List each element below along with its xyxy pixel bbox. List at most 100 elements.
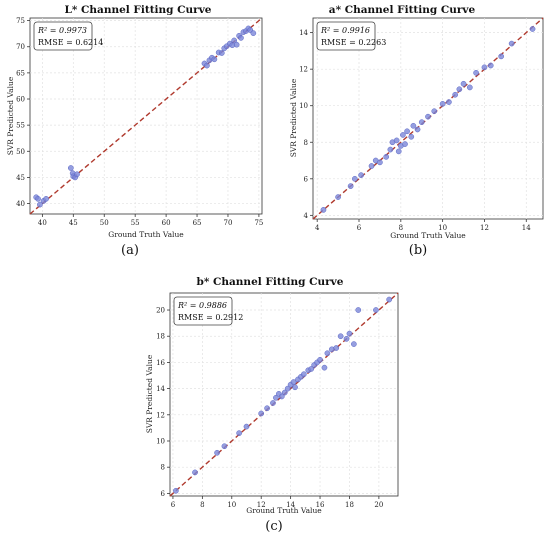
y-tick-label: 40 <box>16 200 25 208</box>
data-point <box>400 132 406 138</box>
data-point <box>386 296 393 303</box>
panel-b-marks <box>310 17 544 222</box>
y-tick-label: 50 <box>16 148 25 156</box>
panel-a-r2: R² = 0.9973 <box>37 26 87 35</box>
data-point <box>335 194 341 200</box>
data-point <box>456 86 463 93</box>
data-point <box>351 175 358 182</box>
data-point <box>292 384 298 391</box>
panel-c-rmse: RMSE = 0.2912 <box>178 313 243 322</box>
data-point <box>236 430 242 436</box>
x-tick-label: 40 <box>38 219 47 227</box>
data-point <box>231 37 238 44</box>
y-tick-label: 14 <box>156 385 165 393</box>
y-tick-label: 10 <box>299 102 308 110</box>
data-point <box>347 183 354 189</box>
panel-b: a* Channel Fitting Curve Ground Truth Va… <box>289 4 544 258</box>
y-tick-label: 6 <box>304 175 309 183</box>
data-point <box>460 80 467 87</box>
y-tick-label: 14 <box>299 29 308 37</box>
data-point <box>529 26 536 32</box>
x-tick-label: 6 <box>171 501 176 509</box>
data-point <box>284 385 291 392</box>
panel-b-rmse: RMSE = 0.2263 <box>321 38 386 47</box>
panel-a-title: L* Channel Fitting Curve <box>65 4 212 16</box>
data-point <box>358 172 364 178</box>
panel-c-title: b* Channel Fitting Curve <box>197 276 344 288</box>
data-point <box>387 146 394 153</box>
panel-b-ylabel: SVR Predicted Value <box>289 78 298 157</box>
data-point <box>221 443 228 450</box>
data-point <box>481 64 488 71</box>
y-tick-label: 65 <box>16 69 25 77</box>
data-point <box>377 159 383 166</box>
panel-b-stats-box: R² = 0.9916 RMSE = 0.2263 <box>316 21 386 51</box>
y-tick-label: 45 <box>16 174 25 182</box>
data-point <box>393 137 400 144</box>
data-point <box>37 201 43 208</box>
data-point <box>238 35 244 41</box>
data-point <box>250 30 257 37</box>
x-tick-label: 8 <box>399 224 403 232</box>
data-point <box>324 350 331 357</box>
data-point <box>404 128 410 135</box>
y-tick-label: 12 <box>156 411 165 419</box>
x-tick-label: 70 <box>224 219 233 227</box>
data-point <box>308 366 315 372</box>
x-tick-label: 75 <box>254 219 263 227</box>
x-tick-label: 60 <box>162 219 171 227</box>
data-point <box>425 113 431 120</box>
panel-a-ylabel: SVR Predicted Value <box>6 76 15 155</box>
data-point <box>346 330 353 337</box>
panel-b-xlabel: Ground Truth Value <box>390 231 466 240</box>
data-point <box>487 62 494 69</box>
y-tick-label: 4 <box>304 212 309 220</box>
panel-a-marks <box>27 17 263 217</box>
y-tick-label: 12 <box>299 66 308 74</box>
panel-c-stats-box: R² = 0.9886 RMSE = 0.2912 <box>173 296 243 326</box>
x-tick-label: 8 <box>200 501 204 509</box>
data-point <box>301 371 307 378</box>
data-point <box>204 62 210 69</box>
panel-a-label: (a) <box>121 243 139 258</box>
x-tick-label: 6 <box>357 224 362 232</box>
data-point <box>473 69 479 76</box>
x-tick-label: 10 <box>227 501 236 509</box>
x-tick-label: 12 <box>480 224 489 232</box>
data-point <box>351 341 357 347</box>
y-tick-label: 10 <box>156 437 165 445</box>
data-point <box>439 101 446 107</box>
data-point <box>373 307 379 313</box>
panel-c-xlabel: Ground Truth Value <box>246 506 322 515</box>
data-point <box>243 423 250 430</box>
data-point <box>264 405 270 412</box>
panel-c-r2: R² = 0.9886 <box>177 301 227 310</box>
data-point <box>281 389 288 396</box>
data-point <box>273 394 279 401</box>
data-point <box>452 91 459 98</box>
data-point <box>67 165 74 171</box>
panel-b-r2: R² = 0.9916 <box>320 26 370 35</box>
x-tick-label: 55 <box>131 219 140 227</box>
data-point <box>408 133 415 140</box>
data-point <box>446 99 452 105</box>
data-point <box>368 163 375 169</box>
x-tick-label: 4 <box>315 224 320 232</box>
data-point <box>270 400 276 406</box>
data-point <box>414 126 421 133</box>
x-tick-label: 18 <box>345 501 354 509</box>
x-tick-label: 20 <box>374 501 383 509</box>
data-point <box>466 84 473 91</box>
x-tick-label: 65 <box>193 219 202 227</box>
y-tick-label: 55 <box>16 122 25 130</box>
data-point <box>74 171 80 178</box>
y-tick-label: 70 <box>16 43 25 51</box>
panel-b-label: (b) <box>409 243 427 258</box>
data-point <box>258 410 265 417</box>
data-point <box>402 141 408 147</box>
data-point <box>418 119 425 126</box>
panel-c: b* Channel Fitting Curve Ground Truth Va… <box>145 276 399 534</box>
data-point <box>43 195 49 202</box>
panel-c-label: (c) <box>265 519 282 534</box>
panel-c-ylabel: SVR Predicted Value <box>145 354 154 433</box>
